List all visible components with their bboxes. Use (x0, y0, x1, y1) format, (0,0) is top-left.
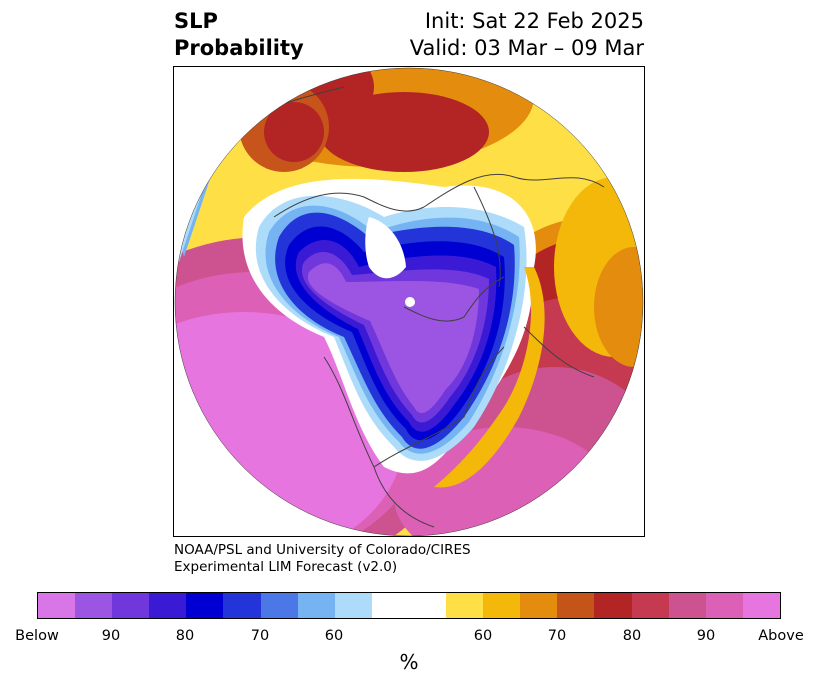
colorbar-swatch (38, 593, 76, 618)
credit-text: NOAA/PSL and University of Colorado/CIRE… (174, 542, 471, 576)
colorbar-tick-label: 60 (324, 628, 344, 644)
colorbar-swatch (668, 593, 706, 618)
colorbar-swatch (223, 593, 261, 618)
colorbar-swatch (631, 593, 669, 618)
colorbar-swatch (446, 593, 484, 618)
colorbar-swatch (371, 593, 447, 618)
colorbar-tick-label: 90 (101, 628, 121, 644)
colorbar-swatch (75, 593, 113, 618)
colorbar-tick-label: 70 (250, 628, 270, 644)
colorbar-swatch (483, 593, 521, 618)
title-line-1: SLP (174, 9, 218, 33)
colorbar-swatch (260, 593, 298, 618)
colorbar-tick-label: Above (758, 628, 804, 644)
valid-range: Valid: 03 Mar – 09 Mar (409, 36, 644, 60)
forecast-dates: Init: Sat 22 Feb 2025 Valid: 03 Mar – 09… (410, 8, 644, 62)
colorbar-tick-label: 60 (473, 628, 493, 644)
coastlines (233, 86, 605, 528)
colorbar-swatch (594, 593, 632, 618)
probability-field (175, 68, 643, 536)
colorbar-swatch (557, 593, 595, 618)
colorbar-tick-label: 70 (547, 628, 567, 644)
colorbar-unit: % (399, 650, 419, 674)
colorbar-tick-label: Below (15, 628, 59, 644)
colorbar-swatch (705, 593, 743, 618)
colorbar-tick-label: 80 (175, 628, 195, 644)
polar-map (173, 66, 645, 537)
colorbar-swatch (742, 593, 780, 618)
probability-map (174, 67, 644, 536)
colorbar-swatch (520, 593, 558, 618)
colorbar-swatch (297, 593, 335, 618)
credit-line-1: NOAA/PSL and University of Colorado/CIRE… (174, 542, 471, 558)
credit-line-2: Experimental LIM Forecast (v2.0) (174, 559, 398, 575)
colorbar-swatch (334, 593, 372, 618)
map-title: SLP Probability (174, 8, 304, 62)
init-date: Init: Sat 22 Feb 2025 (424, 9, 644, 33)
colorbar-tick-label: 90 (696, 628, 716, 644)
colorbar (37, 592, 781, 619)
colorbar-swatch (112, 593, 150, 618)
colorbar-tick-label: 80 (622, 628, 642, 644)
colorbar-swatch (149, 593, 187, 618)
colorbar-swatch (186, 593, 224, 618)
title-line-2: Probability (174, 36, 304, 60)
